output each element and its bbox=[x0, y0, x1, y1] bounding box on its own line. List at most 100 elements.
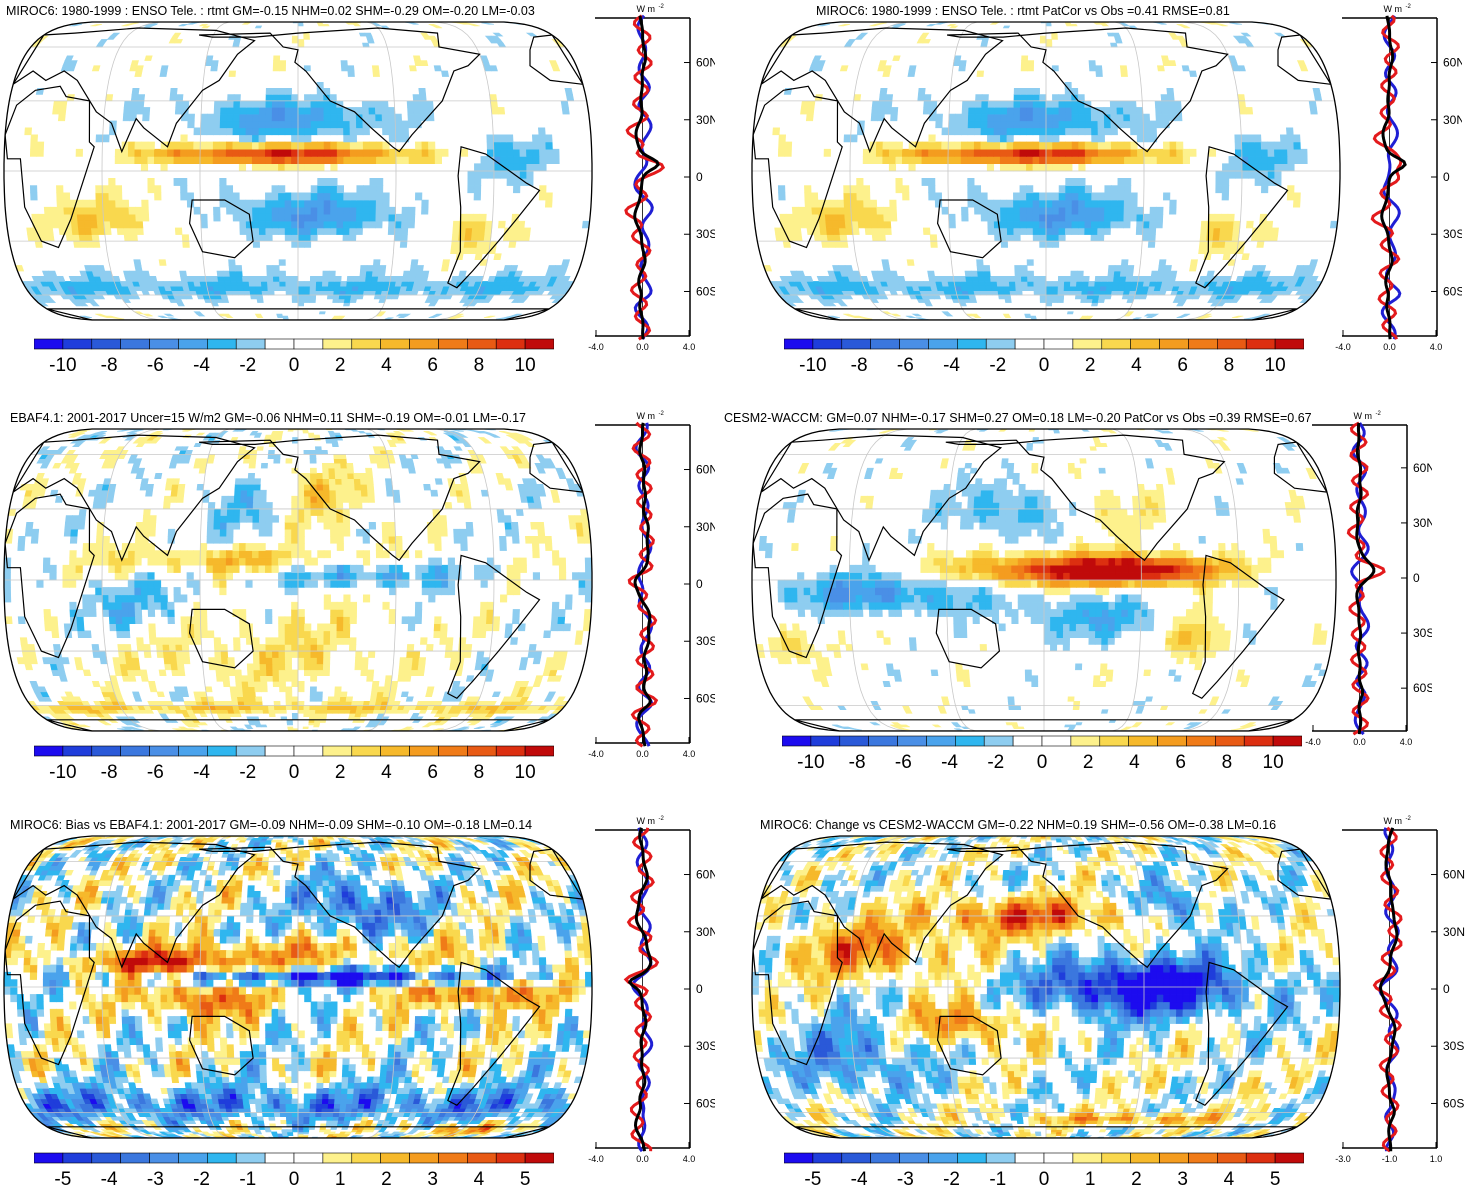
colorbar-tick-label: -6 bbox=[895, 752, 912, 773]
colorbar-tick-label: -8 bbox=[849, 752, 866, 773]
colorbar-swatch bbox=[524, 745, 554, 757]
colorbar: -10 -8 -6 -4 -2 0 2 4 6 8 10 bbox=[782, 735, 1302, 773]
latitude-label: 0 bbox=[1443, 982, 1450, 996]
colorbar-swatch bbox=[467, 745, 497, 757]
colorbar-swatch bbox=[1012, 735, 1043, 747]
x-tick-label: -4.0 bbox=[1305, 737, 1321, 747]
colorbar: -10 -8 -6 -4 -2 0 2 4 6 8 10 bbox=[34, 338, 554, 376]
colorbar-swatch bbox=[293, 745, 324, 757]
colorbar-swatch bbox=[1130, 338, 1160, 350]
colorbar: -10 -8 -6 -4 -2 0 2 4 6 8 10 bbox=[34, 745, 554, 783]
panel-title: MIROC6: 1980-1999 : ENSO Tele. : rtmt Pa… bbox=[816, 4, 1230, 18]
x-tick-label: 4.0 bbox=[1400, 737, 1413, 747]
colorbar-tick-label: 2 bbox=[1085, 355, 1096, 376]
coastlines bbox=[4, 841, 585, 1138]
colorbar-tick-label: 6 bbox=[427, 355, 438, 376]
colorbar-tick-label: 4 bbox=[474, 1169, 485, 1187]
colorbar-swatch bbox=[1159, 1152, 1189, 1164]
colorbar-tick-label: 8 bbox=[1222, 752, 1233, 773]
colorbar-swatch bbox=[380, 338, 410, 350]
zonal-mean-line bbox=[633, 14, 654, 340]
colorbar-tick-label: 0 bbox=[1037, 752, 1048, 773]
coastlines bbox=[752, 434, 1329, 731]
panel-4: CESM2-WACCM: GM=0.07 NHM=-0.17 SHM=0.27 … bbox=[720, 405, 1483, 795]
colorbar-swatch bbox=[467, 338, 497, 350]
x-tick-label: 4.0 bbox=[683, 749, 696, 759]
field-shading bbox=[4, 22, 592, 320]
colorbar-tick-label: 10 bbox=[515, 762, 536, 783]
colorbar-tick-label: -5 bbox=[54, 1169, 71, 1187]
x-tick-label: -4.0 bbox=[588, 1154, 604, 1164]
colorbar-tick-label: -10 bbox=[799, 355, 826, 376]
latitude-label: 30S bbox=[1413, 626, 1432, 640]
colorbar-swatch bbox=[985, 1152, 1016, 1164]
colorbar-tick-label: 2 bbox=[1131, 1169, 1142, 1187]
colorbar-swatch bbox=[178, 338, 208, 350]
colorbar-swatch bbox=[1101, 1152, 1131, 1164]
panel-title: MIROC6: 1980-1999 : ENSO Tele. : rtmt GM… bbox=[6, 4, 535, 18]
colorbar-tick-label: -6 bbox=[147, 762, 164, 783]
colorbar-swatch bbox=[782, 735, 812, 747]
colorbar-swatch bbox=[784, 1152, 814, 1164]
colorbar-swatch bbox=[34, 1152, 64, 1164]
latitude-label: 60N bbox=[1443, 56, 1462, 70]
colorbar-tick-label: 5 bbox=[520, 1169, 531, 1187]
colorbar-tick-label: -3 bbox=[897, 1169, 914, 1187]
latitude-label: 0 bbox=[1443, 170, 1450, 184]
zonal-mean-line bbox=[623, 827, 660, 1152]
latitude-label: 30S bbox=[696, 1039, 715, 1053]
colorbar-swatch bbox=[1245, 1152, 1276, 1164]
colorbar-tick-label: -2 bbox=[239, 762, 256, 783]
colorbar-swatch bbox=[120, 745, 150, 757]
colorbar-tick-label: 4 bbox=[381, 762, 392, 783]
colorbar-swatch bbox=[293, 1152, 324, 1164]
zonal-mean-profile: W m -2 60N 30N 0 30S 60S -3.0 -1.0 1.0 bbox=[1335, 816, 1465, 1164]
colorbar-swatch bbox=[207, 745, 237, 757]
colorbar-swatch bbox=[467, 1152, 497, 1164]
colorbar-tick-label: -4 bbox=[193, 762, 210, 783]
units-label: W m bbox=[637, 816, 656, 826]
colorbar-swatch bbox=[868, 735, 898, 747]
colorbar-tick-label: -6 bbox=[897, 355, 914, 376]
field-shading bbox=[4, 836, 592, 1138]
colorbar-swatch bbox=[235, 745, 266, 757]
latitude-label: 60N bbox=[1443, 868, 1465, 882]
colorbar-tick-label: 4 bbox=[1224, 1169, 1235, 1187]
colorbar-swatch bbox=[1043, 338, 1074, 350]
colorbar-swatch bbox=[178, 745, 208, 757]
colorbar-swatch bbox=[955, 735, 985, 747]
colorbar-tick-label: 1 bbox=[335, 1169, 346, 1187]
colorbar-swatch bbox=[812, 1152, 843, 1164]
x-tick-label: 0.0 bbox=[636, 1154, 649, 1164]
units-superscript: -2 bbox=[659, 816, 665, 822]
colorbar-swatch bbox=[322, 745, 353, 757]
panel-title: EBAF4.1: 2001-2017 Uncer=15 W/m2 GM=-0.0… bbox=[10, 411, 526, 425]
map bbox=[751, 21, 1341, 321]
colorbar-tick-label: 6 bbox=[1177, 355, 1188, 376]
colorbar-swatch bbox=[870, 1152, 900, 1164]
panel-title: MIROC6: Bias vs EBAF4.1: 2001-2017 GM=-0… bbox=[10, 818, 533, 832]
colorbar-swatch bbox=[149, 1152, 179, 1164]
panel-1: MIROC6: 1980-1999 : ENSO Tele. : rtmt GM… bbox=[0, 0, 740, 390]
units-superscript: -2 bbox=[1406, 4, 1412, 10]
panel-2: MIROC6: 1980-1999 : ENSO Tele. : rtmt Pa… bbox=[750, 0, 1483, 390]
latitude-label: 60S bbox=[696, 284, 715, 298]
map-border bbox=[3, 21, 593, 321]
zonal-mean-line bbox=[633, 422, 652, 747]
coastlines bbox=[4, 27, 585, 320]
colorbar-swatch bbox=[207, 1152, 237, 1164]
latitude-label: 60S bbox=[1443, 1096, 1464, 1110]
colorbar-swatch bbox=[1014, 1152, 1045, 1164]
colorbar-swatch bbox=[985, 338, 1016, 350]
latitude-label: 0 bbox=[696, 577, 703, 591]
colorbar-swatch bbox=[438, 745, 468, 757]
latitude-label: 60N bbox=[696, 56, 715, 70]
colorbar-swatch bbox=[1274, 338, 1304, 350]
latitude-label: 60S bbox=[1443, 284, 1462, 298]
colorbar-swatch bbox=[207, 338, 237, 350]
colorbar-swatch bbox=[322, 1152, 353, 1164]
colorbar-swatch bbox=[839, 735, 869, 747]
colorbar-swatch bbox=[957, 1152, 987, 1164]
colorbar-swatch bbox=[1157, 735, 1187, 747]
field-shading bbox=[752, 836, 1340, 1138]
